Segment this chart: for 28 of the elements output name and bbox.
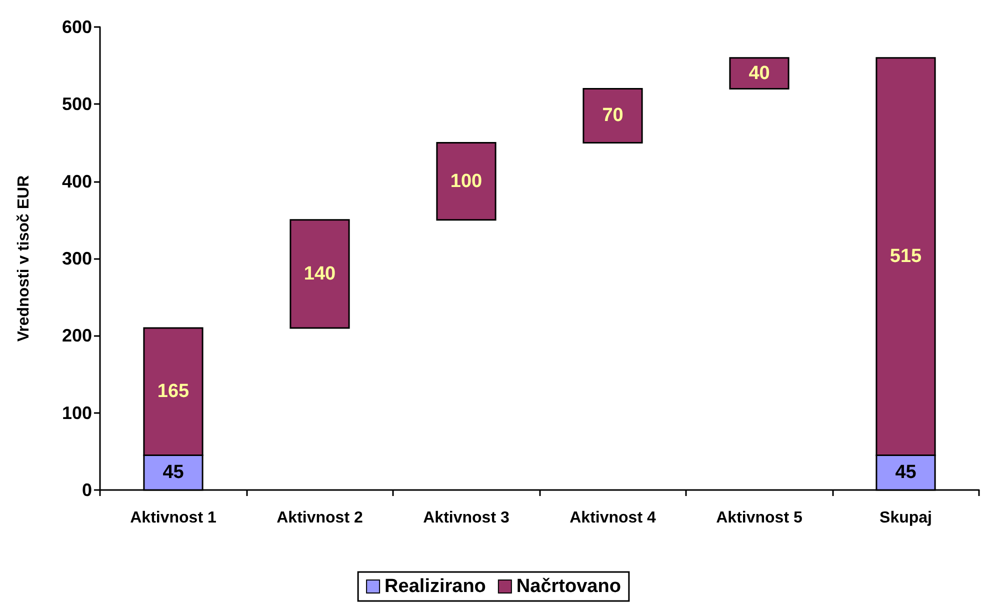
bar [582, 88, 643, 144]
legend-label: Realizirano [384, 576, 486, 597]
x-tick-label: Skupaj [880, 510, 932, 526]
bar [436, 142, 496, 221]
x-tick-label: Aktivnost 4 [570, 510, 656, 526]
legend-label: Načrtovano [516, 576, 621, 597]
y-axis-title: Vrednosti v tisoč EUR [16, 174, 32, 342]
data-label: 165 [157, 381, 190, 402]
data-label: 100 [450, 170, 482, 192]
y-tick-label: 300 [62, 248, 92, 268]
bar [729, 57, 790, 90]
data-label: 515 [890, 246, 922, 268]
y-tick-label: 600 [62, 17, 92, 37]
y-tick-label: 500 [62, 94, 92, 114]
y-tick-label: 200 [62, 326, 92, 346]
data-label: 40 [748, 62, 770, 84]
data-label: 70 [602, 105, 624, 126]
y-tick-label: 0 [82, 480, 92, 500]
x-tick-label: Aktivnost 2 [276, 510, 363, 526]
x-tick-label: Aktivnost 3 [423, 510, 510, 526]
y-tick-label: 400 [62, 171, 92, 192]
bar [290, 219, 350, 329]
data-label: 45 [162, 462, 184, 484]
x-tick-label: Aktivnost 5 [716, 510, 802, 526]
y-tick-label: 100 [62, 402, 92, 423]
x-tick-label: Aktivnost 1 [130, 510, 216, 526]
data-label: 140 [304, 263, 336, 284]
data-label: 45 [895, 462, 917, 484]
